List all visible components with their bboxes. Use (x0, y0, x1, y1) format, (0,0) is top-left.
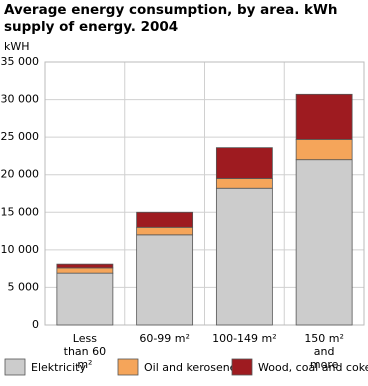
bar-segment (295, 93, 353, 140)
y-tick-label: 5 000 (8, 280, 40, 293)
legend-swatch (4, 358, 26, 376)
bar-segment (136, 234, 194, 326)
y-tick-label: 20 000 (1, 168, 40, 181)
y-tick-label: 0 (32, 318, 39, 331)
y-tick-label: 30 000 (1, 93, 40, 106)
x-tick-label: 60-99 m² (139, 332, 190, 345)
bar-segment (56, 272, 114, 326)
bar-segment (215, 178, 273, 189)
y-tick-label: 35 000 (1, 55, 40, 68)
legend-swatch (117, 358, 139, 376)
y-axis-label: kWH (4, 40, 30, 53)
bar-segment (56, 263, 114, 269)
bar-segment (56, 267, 114, 274)
legend-swatch (231, 358, 253, 376)
chart-title: Average energy consumption, by area. kWh… (4, 2, 338, 35)
legend-label: Oil and kerosene (144, 361, 237, 374)
bar-segment (215, 187, 273, 326)
plot-frame (44, 61, 365, 326)
bar-segment (295, 159, 353, 326)
bar-segment (136, 226, 194, 236)
y-tick-label: 10 000 (1, 243, 40, 256)
legend-label: Wood, coal and coke (258, 361, 368, 374)
y-tick-label: 25 000 (1, 130, 40, 143)
x-tick-label: 100-149 m² (212, 332, 277, 345)
x-tick-label: Less than 60 m² (63, 332, 107, 371)
legend-label: Elektricity (31, 361, 86, 374)
bar-segment (215, 147, 273, 179)
bar-segment (295, 138, 353, 161)
bar-segment (136, 211, 194, 228)
y-tick-label: 15 000 (1, 205, 40, 218)
x-tick-label: 150 m² and more (304, 332, 344, 371)
